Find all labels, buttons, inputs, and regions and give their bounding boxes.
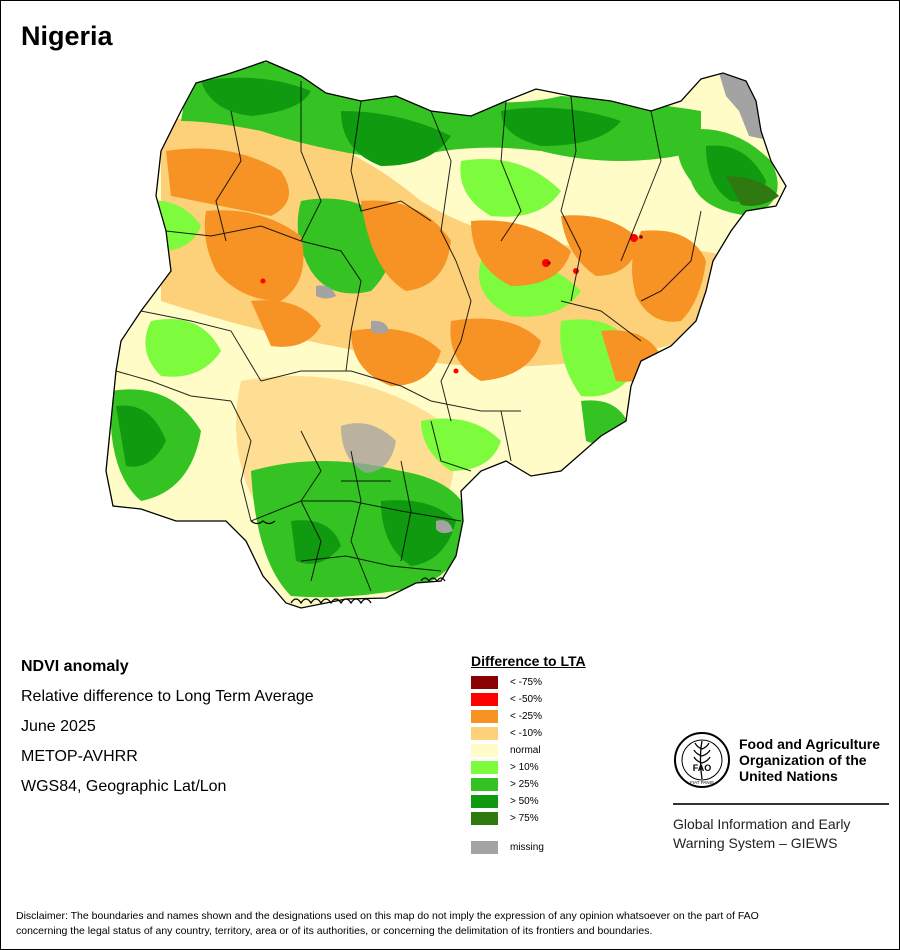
legend-label: < -25% [510, 711, 542, 722]
legend-title: Difference to LTA [471, 653, 586, 669]
legend-swatch [471, 676, 498, 689]
fao-name: Food and Agriculture Organization of the… [739, 736, 880, 784]
legend-label: > 50% [510, 796, 539, 807]
period-label: June 2025 [21, 718, 96, 735]
legend-label: < -50% [510, 694, 542, 705]
legend-rows: < -75% < -50% < -25% < -10% normal > 10% > 25%… [471, 674, 586, 827]
map-info-block: NDVI anomaly Relative difference to Long… [21, 657, 314, 807]
legend-row: > 50% [471, 793, 586, 810]
fao-name-line1: Food and Agriculture [739, 736, 881, 752]
map-title: Nigeria [21, 21, 113, 51]
legend-swatch-missing [471, 841, 498, 854]
legend-swatch [471, 710, 498, 723]
legend: Difference to LTA < -75% < -50% < -25% < -1… [471, 653, 586, 856]
disclaimer-line1: Disclaimer: The boundaries and names sho… [16, 910, 759, 922]
fao-name-line2: Organization of the [739, 752, 867, 768]
legend-label: > 10% [510, 762, 539, 773]
legend-row: < -10% [471, 725, 586, 742]
legend-label: > 25% [510, 779, 539, 790]
ndvi-raster [106, 61, 786, 608]
legend-label: < -10% [510, 728, 542, 739]
fao-logo-icon: FAO FIAT PANIS [674, 732, 730, 788]
fao-logo-letters: FAO [693, 763, 712, 773]
legend-row-missing: missing [471, 839, 586, 856]
disclaimer: Disclaimer: The boundaries and names sho… [16, 909, 886, 939]
legend-swatch [471, 761, 498, 774]
legend-swatch [471, 795, 498, 808]
legend-label-missing: missing [510, 842, 544, 853]
legend-swatch [471, 727, 498, 740]
legend-swatch [471, 778, 498, 791]
sensor-label: METOP-AVHRR [21, 748, 138, 765]
projection-label: WGS84, Geographic Lat/Lon [21, 778, 227, 795]
legend-row: > 75% [471, 810, 586, 827]
legend-row: < -25% [471, 708, 586, 725]
nigeria-ndvi-map [105, 60, 787, 609]
legend-row: normal [471, 742, 586, 759]
giews-line2: Warning System – GIEWS [673, 835, 838, 851]
legend-label: < -75% [510, 677, 542, 688]
legend-row: < -50% [471, 691, 586, 708]
product-description: Relative difference to Long Term Average [21, 688, 314, 705]
legend-label: > 75% [510, 813, 539, 824]
legend-swatch [471, 812, 498, 825]
legend-row: > 10% [471, 759, 586, 776]
fao-branding: FAO FIAT PANIS Food and Agriculture Orga… [673, 731, 891, 853]
product-name: NDVI anomaly [21, 658, 129, 675]
disclaimer-line2: concerning the legal status of any count… [16, 925, 653, 937]
legend-row: > 25% [471, 776, 586, 793]
fao-divider [673, 803, 889, 805]
giews-name: Global Information and Early Warning Sys… [673, 815, 891, 853]
fao-logo-motto: FIAT PANIS [690, 780, 714, 785]
fao-name-line3: United Nations [739, 768, 838, 784]
legend-label: normal [510, 745, 541, 756]
legend-swatch [471, 744, 498, 757]
giews-line1: Global Information and Early [673, 816, 851, 832]
legend-swatch [471, 693, 498, 706]
legend-row: < -75% [471, 674, 586, 691]
